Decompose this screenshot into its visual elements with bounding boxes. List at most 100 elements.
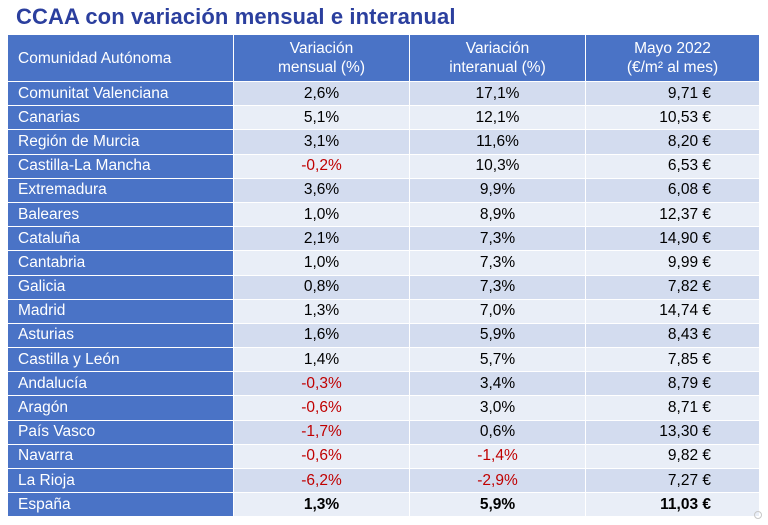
table-row: Cantabria 1,0% 7,3% 9,99 € [7, 250, 760, 276]
cell-region: Andalucía [7, 371, 234, 397]
cell-annual-variation: 5,9% [409, 492, 586, 518]
table-row: Extremadura 3,6% 9,9% 6,08 € [7, 177, 760, 203]
cell-monthly-variation: 2,6% [233, 80, 410, 107]
cell-monthly-variation: 1,3% [233, 298, 410, 324]
cell-monthly-variation: 1,0% [233, 201, 410, 228]
cell-price: 9,99 € [585, 250, 760, 276]
table-row: Galicia 0,8% 7,3% 7,82 € [7, 274, 760, 300]
cell-price: 9,71 € [585, 80, 760, 107]
cell-region: Canarias [7, 105, 234, 131]
cell-monthly-variation: -0,6% [233, 395, 410, 421]
cell-region: España [7, 492, 234, 518]
cell-monthly-variation: 0,8% [233, 274, 410, 300]
cell-price: 14,90 € [585, 226, 760, 252]
cell-annual-variation: 0,6% [409, 419, 586, 445]
cell-price: 9,82 € [585, 443, 760, 470]
table-row: Navarra -0,6% -1,4% 9,82 € [7, 443, 760, 470]
cell-price: 8,79 € [585, 371, 760, 397]
column-header-monthly-line2: mensual (%) [278, 59, 365, 76]
table-row: Comunitat Valenciana 2,6% 17,1% 9,71 € [7, 80, 760, 107]
table-row: Baleares 1,0% 8,9% 12,37 € [7, 201, 760, 228]
cell-price: 6,08 € [585, 177, 760, 203]
table-row-total: España 1,3% 5,9% 11,03 € [7, 492, 760, 518]
column-header-monthly-line1: Variación [289, 40, 354, 57]
cell-annual-variation: 7,3% [409, 274, 586, 300]
cell-monthly-variation: 5,1% [233, 105, 410, 131]
table-row: Aragón -0,6% 3,0% 8,71 € [7, 395, 760, 421]
cell-annual-variation: 11,6% [409, 129, 586, 155]
cell-price: 7,27 € [585, 467, 760, 494]
cell-region: Región de Murcia [7, 129, 234, 155]
cell-annual-variation: -2,9% [409, 467, 586, 494]
table-row: Canarias 5,1% 12,1% 10,53 € [7, 105, 760, 131]
cell-monthly-variation: 1,3% [233, 492, 410, 518]
column-header-region: Comunidad Autónoma [7, 34, 234, 82]
column-header-price: Mayo 2022 (€/m² al mes) [585, 34, 760, 82]
table-header-row: Comunidad Autónoma Variación mensual (%)… [7, 34, 760, 82]
cell-price: 8,43 € [585, 322, 760, 349]
cell-region: Comunitat Valenciana [7, 80, 234, 107]
table-row: Castilla-La Mancha -0,2% 10,3% 6,53 € [7, 153, 760, 179]
column-header-annual-line1: Variación [465, 40, 530, 57]
table-body: Comunitat Valenciana 2,6% 17,1% 9,71 € Canar… [7, 80, 760, 518]
cell-annual-variation: 5,9% [409, 322, 586, 349]
cell-price: 6,53 € [585, 153, 760, 179]
cell-monthly-variation: 1,0% [233, 250, 410, 276]
cell-price: 14,74 € [585, 298, 760, 324]
cell-region: Aragón [7, 395, 234, 421]
ccaa-table: Comunidad Autónoma Variación mensual (%)… [7, 34, 760, 518]
table-row: Madrid 1,3% 7,0% 14,74 € [7, 298, 760, 324]
cell-annual-variation: 12,1% [409, 105, 586, 131]
cell-region: La Rioja [7, 467, 234, 494]
cell-region: Asturias [7, 322, 234, 349]
cell-monthly-variation: -0,2% [233, 153, 410, 179]
cell-annual-variation: 8,9% [409, 201, 586, 228]
cell-region: Castilla-La Mancha [7, 153, 234, 179]
cell-annual-variation: 5,7% [409, 347, 586, 373]
table-row: Cataluña 2,1% 7,3% 14,90 € [7, 226, 760, 252]
cell-monthly-variation: -1,7% [233, 419, 410, 445]
cell-annual-variation: 7,0% [409, 298, 586, 324]
column-header-price-line1: Mayo 2022 [634, 40, 711, 57]
table-row: La Rioja -6,2% -2,9% 7,27 € [7, 467, 760, 494]
cell-monthly-variation: -6,2% [233, 467, 410, 494]
cell-region: Navarra [7, 443, 234, 470]
table-row: Asturias 1,6% 5,9% 8,43 € [7, 322, 760, 349]
corner-dot-icon [754, 511, 762, 519]
cell-region: Extremadura [7, 177, 234, 203]
cell-price: 8,71 € [585, 395, 760, 421]
column-header-annual-line2: interanual (%) [449, 59, 546, 76]
table-row: País Vasco -1,7% 0,6% 13,30 € [7, 419, 760, 445]
cell-price: 11,03 € [585, 492, 760, 518]
table-row: Andalucía -0,3% 3,4% 8,79 € [7, 371, 760, 397]
cell-monthly-variation: -0,6% [233, 443, 410, 470]
cell-region: País Vasco [7, 419, 234, 445]
table-row: Región de Murcia 3,1% 11,6% 8,20 € [7, 129, 760, 155]
cell-annual-variation: 7,3% [409, 250, 586, 276]
cell-price: 12,37 € [585, 201, 760, 228]
cell-monthly-variation: 1,6% [233, 322, 410, 349]
column-header-monthly: Variación mensual (%) [233, 34, 410, 82]
page-title: CCAA con variación mensual e interanual [16, 4, 456, 29]
cell-region: Cantabria [7, 250, 234, 276]
cell-price: 13,30 € [585, 419, 760, 445]
cell-annual-variation: 3,0% [409, 395, 586, 421]
cell-monthly-variation: 3,6% [233, 177, 410, 203]
column-header-annual: Variación interanual (%) [409, 34, 586, 82]
table-row: Castilla y León 1,4% 5,7% 7,85 € [7, 347, 760, 373]
cell-region: Castilla y León [7, 347, 234, 373]
cell-annual-variation: 7,3% [409, 226, 586, 252]
cell-region: Madrid [7, 298, 234, 324]
cell-price: 8,20 € [585, 129, 760, 155]
cell-monthly-variation: 2,1% [233, 226, 410, 252]
cell-monthly-variation: 1,4% [233, 347, 410, 373]
cell-annual-variation: 9,9% [409, 177, 586, 203]
cell-price: 7,85 € [585, 347, 760, 373]
cell-region: Baleares [7, 201, 234, 228]
cell-annual-variation: 10,3% [409, 153, 586, 179]
cell-price: 7,82 € [585, 274, 760, 300]
cell-monthly-variation: 3,1% [233, 129, 410, 155]
cell-annual-variation: 3,4% [409, 371, 586, 397]
cell-annual-variation: 17,1% [409, 80, 586, 107]
cell-region: Cataluña [7, 226, 234, 252]
